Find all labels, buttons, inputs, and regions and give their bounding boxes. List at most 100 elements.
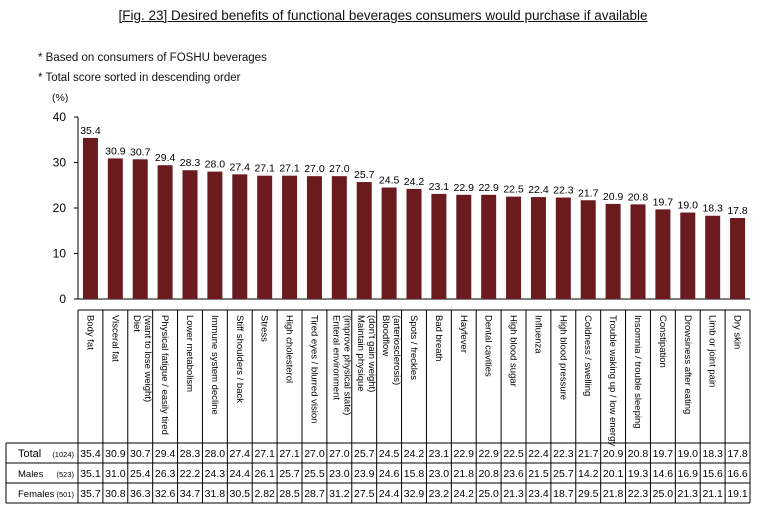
- data-label: 20.9: [603, 191, 624, 203]
- bar: [655, 209, 671, 299]
- bar: [381, 187, 397, 299]
- category-label: Visceral fat: [109, 315, 120, 362]
- note-foshu-basis: * Based on consumers of FOSHU beverages: [38, 52, 267, 64]
- table-cell: 23.9: [354, 468, 375, 480]
- table-cell: 21.7: [578, 448, 599, 460]
- table-cell: 28.5: [279, 488, 300, 500]
- category-label: (improve physical state): [341, 315, 352, 415]
- category-label: Tired eyes / blurred vision: [308, 315, 319, 423]
- table-cell: 23.0: [429, 468, 450, 480]
- table-cell: 30.5: [230, 488, 251, 500]
- table-cell: 36.3: [130, 488, 151, 500]
- table-cell: 15.6: [702, 468, 723, 480]
- table-cell: 35.1: [80, 468, 101, 480]
- y-axis-unit: (%): [52, 92, 69, 104]
- data-label: 27.1: [279, 163, 300, 175]
- data-label: 17.8: [727, 205, 748, 217]
- bar: [605, 203, 621, 299]
- table-cell: 25.7: [279, 468, 300, 480]
- data-label: 22.4: [528, 184, 549, 196]
- table-cell: 29.4: [155, 448, 176, 460]
- table-cell: 21.1: [702, 488, 723, 500]
- table-row-label: Total: [18, 448, 41, 460]
- table-cell: 19.7: [653, 448, 674, 460]
- table-cell: 22.9: [454, 448, 475, 460]
- data-label: 22.9: [454, 182, 475, 194]
- bar: [555, 197, 571, 299]
- category-label: Constipation: [657, 315, 668, 368]
- table-cell: 25.7: [354, 448, 375, 460]
- data-label: 25.7: [354, 169, 375, 181]
- table-row-label: Males: [18, 469, 44, 480]
- table-cell: 14.6: [653, 468, 674, 480]
- data-label: 24.5: [379, 175, 400, 187]
- bar: [680, 212, 696, 299]
- category-label: Hayfever: [458, 315, 469, 353]
- table-cell: 26.3: [155, 468, 176, 480]
- table-row-n: (1024): [52, 450, 74, 459]
- table-cell: 28.0: [205, 448, 226, 460]
- table-cell: 25.7: [553, 468, 574, 480]
- y-tick-label: 40: [53, 110, 67, 124]
- table-cell: 24.5: [379, 448, 400, 460]
- table-cell: 31.0: [105, 468, 126, 480]
- table-cell: 27.1: [254, 448, 275, 460]
- table-cell: 21.5: [528, 468, 549, 480]
- bar: [481, 194, 497, 299]
- table-cell: 25.4: [130, 468, 151, 480]
- data-label: 22.3: [553, 185, 574, 197]
- y-tick-label: 0: [59, 292, 66, 306]
- data-label: 30.9: [105, 145, 126, 157]
- bar: [630, 204, 646, 299]
- table-cell: 28.7: [304, 488, 325, 500]
- data-label: 30.7: [130, 146, 151, 158]
- table-cell: 22.2: [180, 468, 201, 480]
- category-label: Stress: [259, 315, 270, 342]
- category-label: High blood sugar: [508, 315, 519, 387]
- category-label: Influenza: [532, 315, 543, 354]
- table-cell: 26.1: [254, 468, 275, 480]
- data-label: 22.9: [478, 182, 499, 194]
- table-cell: 32.9: [404, 488, 425, 500]
- bar: [107, 158, 123, 299]
- category-label: Bloodflow: [380, 315, 391, 356]
- table-cell: 24.6: [379, 468, 400, 480]
- table-cell: 19.3: [628, 468, 649, 480]
- table-cell: 22.3: [628, 488, 649, 500]
- table-cell: 24.4: [379, 488, 400, 500]
- data-label: 23.1: [429, 181, 450, 193]
- table-cell: 27.1: [279, 448, 300, 460]
- table-cell: 21.8: [603, 488, 624, 500]
- data-label: 29.4: [155, 152, 176, 164]
- bar: [431, 193, 447, 299]
- category-label: Immune system decline: [209, 315, 220, 415]
- table-cell: 25.5: [304, 468, 325, 480]
- data-label: 35.4: [80, 125, 101, 137]
- category-label: Limb or joint pain: [707, 315, 718, 387]
- bar: [132, 159, 148, 299]
- table-cell: 23.4: [528, 488, 549, 500]
- data-label: 28.3: [180, 157, 201, 169]
- bar: [207, 171, 223, 299]
- y-tick-label: 20: [53, 201, 67, 215]
- data-label: 27.1: [254, 163, 275, 175]
- bar: [331, 176, 347, 299]
- table-cell: 27.0: [304, 448, 325, 460]
- table-cell: 19.1: [727, 488, 748, 500]
- table-cell: 22.9: [478, 448, 499, 460]
- bar: [705, 215, 721, 299]
- data-label: 24.2: [404, 176, 425, 188]
- y-tick-label: 30: [53, 156, 67, 170]
- figure-title: [Fig. 23] Desired benefits of functional…: [118, 8, 648, 23]
- table-cell: 21.3: [503, 488, 524, 500]
- table-cell: 23.6: [503, 468, 524, 480]
- table-cell: 35.4: [80, 448, 101, 460]
- table-cell: 30.8: [105, 488, 126, 500]
- table-cell: 16.6: [727, 468, 748, 480]
- bar: [157, 165, 173, 299]
- table-cell: 20.9: [603, 448, 624, 460]
- table-cell: 27.5: [354, 488, 375, 500]
- category-label: Insomnia / trouble sleeping: [632, 315, 643, 429]
- category-label: (don't gain weight): [366, 315, 377, 392]
